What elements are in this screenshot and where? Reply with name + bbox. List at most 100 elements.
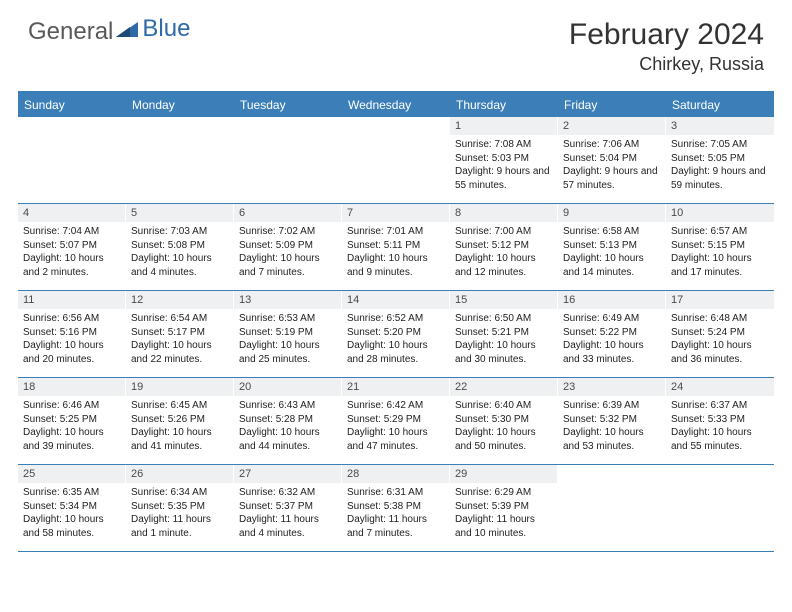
sunrise-text: Sunrise: 6:42 AM xyxy=(347,399,444,413)
day-number: 17 xyxy=(666,291,774,309)
sunrise-text: Sunrise: 7:03 AM xyxy=(131,225,228,239)
day-number: 9 xyxy=(558,204,665,222)
day-info: Sunrise: 6:56 AMSunset: 5:16 PMDaylight:… xyxy=(18,309,125,369)
sunrise-text: Sunrise: 7:05 AM xyxy=(671,138,769,152)
daylight-text: Daylight: 11 hours and 10 minutes. xyxy=(455,513,552,540)
day-cell: 11Sunrise: 6:56 AMSunset: 5:16 PMDayligh… xyxy=(18,291,126,377)
logo-text-blue: Blue xyxy=(142,15,190,43)
sunset-text: Sunset: 5:19 PM xyxy=(239,326,336,340)
day-info: Sunrise: 7:02 AMSunset: 5:09 PMDaylight:… xyxy=(234,222,341,282)
sunset-text: Sunset: 5:17 PM xyxy=(131,326,228,340)
day-number: 12 xyxy=(126,291,233,309)
daylight-text: Daylight: 10 hours and 55 minutes. xyxy=(671,426,769,453)
sunset-text: Sunset: 5:11 PM xyxy=(347,239,444,253)
daylight-text: Daylight: 10 hours and 39 minutes. xyxy=(23,426,120,453)
day-number: 14 xyxy=(342,291,449,309)
sunrise-text: Sunrise: 7:01 AM xyxy=(347,225,444,239)
daylight-text: Daylight: 10 hours and 2 minutes. xyxy=(23,252,120,279)
day-info: Sunrise: 7:06 AMSunset: 5:04 PMDaylight:… xyxy=(558,135,665,195)
sunset-text: Sunset: 5:30 PM xyxy=(455,413,552,427)
day-number: 2 xyxy=(558,117,665,135)
sunset-text: Sunset: 5:33 PM xyxy=(671,413,769,427)
day-cell xyxy=(18,117,126,203)
day-info: Sunrise: 7:01 AMSunset: 5:11 PMDaylight:… xyxy=(342,222,449,282)
sunset-text: Sunset: 5:22 PM xyxy=(563,326,660,340)
daylight-text: Daylight: 10 hours and 36 minutes. xyxy=(671,339,769,366)
page-header: General Blue February 2024 Chirkey, Russ… xyxy=(0,0,792,81)
day-number: 13 xyxy=(234,291,341,309)
month-title: February 2024 xyxy=(569,18,764,52)
day-cell: 15Sunrise: 6:50 AMSunset: 5:21 PMDayligh… xyxy=(450,291,558,377)
weekday-cell: Friday xyxy=(558,93,666,117)
day-cell: 3Sunrise: 7:05 AMSunset: 5:05 PMDaylight… xyxy=(666,117,774,203)
day-number: 24 xyxy=(666,378,774,396)
daylight-text: Daylight: 11 hours and 7 minutes. xyxy=(347,513,444,540)
calendar: SundayMondayTuesdayWednesdayThursdayFrid… xyxy=(18,91,774,552)
week-row: 18Sunrise: 6:46 AMSunset: 5:25 PMDayligh… xyxy=(18,378,774,465)
day-info: Sunrise: 6:40 AMSunset: 5:30 PMDaylight:… xyxy=(450,396,557,456)
day-cell: 25Sunrise: 6:35 AMSunset: 5:34 PMDayligh… xyxy=(18,465,126,551)
day-cell: 6Sunrise: 7:02 AMSunset: 5:09 PMDaylight… xyxy=(234,204,342,290)
sunset-text: Sunset: 5:04 PM xyxy=(563,152,660,166)
daylight-text: Daylight: 11 hours and 1 minute. xyxy=(131,513,228,540)
daylight-text: Daylight: 10 hours and 14 minutes. xyxy=(563,252,660,279)
sunset-text: Sunset: 5:09 PM xyxy=(239,239,336,253)
daylight-text: Daylight: 10 hours and 50 minutes. xyxy=(455,426,552,453)
week-row: 1Sunrise: 7:08 AMSunset: 5:03 PMDaylight… xyxy=(18,117,774,204)
day-cell: 16Sunrise: 6:49 AMSunset: 5:22 PMDayligh… xyxy=(558,291,666,377)
day-cell: 22Sunrise: 6:40 AMSunset: 5:30 PMDayligh… xyxy=(450,378,558,464)
day-number: 15 xyxy=(450,291,557,309)
sunrise-text: Sunrise: 6:49 AM xyxy=(563,312,660,326)
sunrise-text: Sunrise: 6:34 AM xyxy=(131,486,228,500)
day-number: 11 xyxy=(18,291,125,309)
day-cell: 9Sunrise: 6:58 AMSunset: 5:13 PMDaylight… xyxy=(558,204,666,290)
sunrise-text: Sunrise: 6:50 AM xyxy=(455,312,552,326)
sunset-text: Sunset: 5:35 PM xyxy=(131,500,228,514)
day-cell: 18Sunrise: 6:46 AMSunset: 5:25 PMDayligh… xyxy=(18,378,126,464)
sunset-text: Sunset: 5:07 PM xyxy=(23,239,120,253)
day-cell: 29Sunrise: 6:29 AMSunset: 5:39 PMDayligh… xyxy=(450,465,558,551)
sunrise-text: Sunrise: 6:56 AM xyxy=(23,312,120,326)
day-number: 18 xyxy=(18,378,125,396)
sunset-text: Sunset: 5:24 PM xyxy=(671,326,769,340)
day-cell: 23Sunrise: 6:39 AMSunset: 5:32 PMDayligh… xyxy=(558,378,666,464)
week-row: 11Sunrise: 6:56 AMSunset: 5:16 PMDayligh… xyxy=(18,291,774,378)
day-info: Sunrise: 6:54 AMSunset: 5:17 PMDaylight:… xyxy=(126,309,233,369)
day-info: Sunrise: 6:34 AMSunset: 5:35 PMDaylight:… xyxy=(126,483,233,543)
sunrise-text: Sunrise: 6:48 AM xyxy=(671,312,769,326)
day-cell: 28Sunrise: 6:31 AMSunset: 5:38 PMDayligh… xyxy=(342,465,450,551)
sunrise-text: Sunrise: 6:58 AM xyxy=(563,225,660,239)
day-number: 27 xyxy=(234,465,341,483)
day-cell: 12Sunrise: 6:54 AMSunset: 5:17 PMDayligh… xyxy=(126,291,234,377)
sunrise-text: Sunrise: 6:52 AM xyxy=(347,312,444,326)
day-cell: 21Sunrise: 6:42 AMSunset: 5:29 PMDayligh… xyxy=(342,378,450,464)
daylight-text: Daylight: 10 hours and 28 minutes. xyxy=(347,339,444,366)
daylight-text: Daylight: 10 hours and 7 minutes. xyxy=(239,252,336,279)
week-row: 25Sunrise: 6:35 AMSunset: 5:34 PMDayligh… xyxy=(18,465,774,552)
day-cell: 2Sunrise: 7:06 AMSunset: 5:04 PMDaylight… xyxy=(558,117,666,203)
day-info: Sunrise: 6:39 AMSunset: 5:32 PMDaylight:… xyxy=(558,396,665,456)
daylight-text: Daylight: 10 hours and 9 minutes. xyxy=(347,252,444,279)
daylight-text: Daylight: 10 hours and 41 minutes. xyxy=(131,426,228,453)
day-info: Sunrise: 6:58 AMSunset: 5:13 PMDaylight:… xyxy=(558,222,665,282)
day-number: 23 xyxy=(558,378,665,396)
day-info: Sunrise: 6:42 AMSunset: 5:29 PMDaylight:… xyxy=(342,396,449,456)
weekday-cell: Wednesday xyxy=(342,93,450,117)
day-number: 10 xyxy=(666,204,774,222)
daylight-text: Daylight: 10 hours and 30 minutes. xyxy=(455,339,552,366)
logo-triangle-icon xyxy=(116,19,138,42)
day-info: Sunrise: 6:45 AMSunset: 5:26 PMDaylight:… xyxy=(126,396,233,456)
day-cell: 20Sunrise: 6:43 AMSunset: 5:28 PMDayligh… xyxy=(234,378,342,464)
sunrise-text: Sunrise: 6:35 AM xyxy=(23,486,120,500)
day-cell: 27Sunrise: 6:32 AMSunset: 5:37 PMDayligh… xyxy=(234,465,342,551)
day-info: Sunrise: 6:43 AMSunset: 5:28 PMDaylight:… xyxy=(234,396,341,456)
day-cell: 19Sunrise: 6:45 AMSunset: 5:26 PMDayligh… xyxy=(126,378,234,464)
weekday-cell: Thursday xyxy=(450,93,558,117)
sunrise-text: Sunrise: 7:00 AM xyxy=(455,225,552,239)
day-cell xyxy=(234,117,342,203)
day-cell: 7Sunrise: 7:01 AMSunset: 5:11 PMDaylight… xyxy=(342,204,450,290)
sunrise-text: Sunrise: 6:40 AM xyxy=(455,399,552,413)
daylight-text: Daylight: 10 hours and 58 minutes. xyxy=(23,513,120,540)
day-cell: 14Sunrise: 6:52 AMSunset: 5:20 PMDayligh… xyxy=(342,291,450,377)
day-cell: 26Sunrise: 6:34 AMSunset: 5:35 PMDayligh… xyxy=(126,465,234,551)
